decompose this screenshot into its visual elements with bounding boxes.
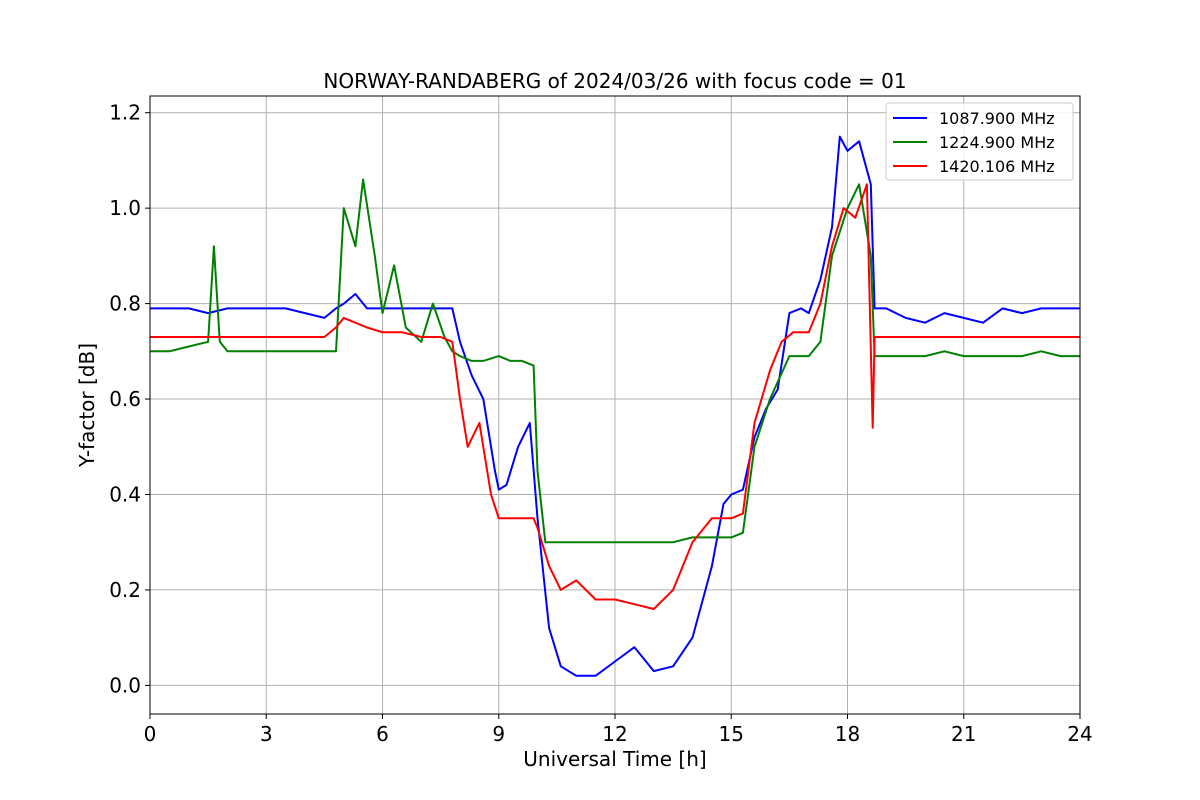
- y-tick-label: 0.8: [109, 292, 141, 316]
- series-line-2: [150, 178, 1080, 544]
- y-axis-ticks: 0.0 0.2 0.4 0.6 0.8 1.0 1.2: [109, 101, 150, 697]
- x-tick-label: 3: [260, 722, 273, 746]
- x-tick-label: 9: [492, 722, 505, 746]
- y-axis-label: Y-factor [dB]: [75, 343, 99, 468]
- x-tick-label: 6: [376, 722, 389, 746]
- series-line-3: [150, 183, 1080, 610]
- y-tick-label: 1.2: [109, 101, 141, 125]
- legend: 1087.900 MHz 1224.900 MHz 1420.106 MHz: [885, 102, 1074, 181]
- x-axis-label: Universal Time [h]: [523, 747, 706, 771]
- legend-label: 1087.900 MHz: [939, 109, 1055, 128]
- x-tick-label: 21: [951, 722, 976, 746]
- y-tick-label: 1.0: [109, 196, 141, 220]
- x-tick-label: 15: [719, 722, 744, 746]
- x-tick-label: 18: [835, 722, 860, 746]
- y-tick-label: 0.0: [109, 673, 141, 697]
- y-tick-label: 0.4: [109, 482, 141, 506]
- legend-box: [885, 102, 1074, 181]
- x-tick-label: 0: [144, 722, 157, 746]
- y-tick-label: 0.6: [109, 387, 141, 411]
- series-layer: [150, 135, 1080, 677]
- legend-label: 1224.900 MHz: [939, 133, 1055, 152]
- x-tick-label: 24: [1067, 722, 1092, 746]
- legend-label: 1420.106 MHz: [939, 157, 1055, 176]
- x-tick-label: 12: [602, 722, 627, 746]
- y-tick-label: 0.2: [109, 578, 141, 602]
- chart-title: NORWAY-RANDABERG of 2024/03/26 with focu…: [323, 69, 906, 93]
- x-axis-ticks: 0 3 6 9 12 15 18 21 24: [144, 714, 1093, 746]
- series-line-1: [150, 135, 1080, 677]
